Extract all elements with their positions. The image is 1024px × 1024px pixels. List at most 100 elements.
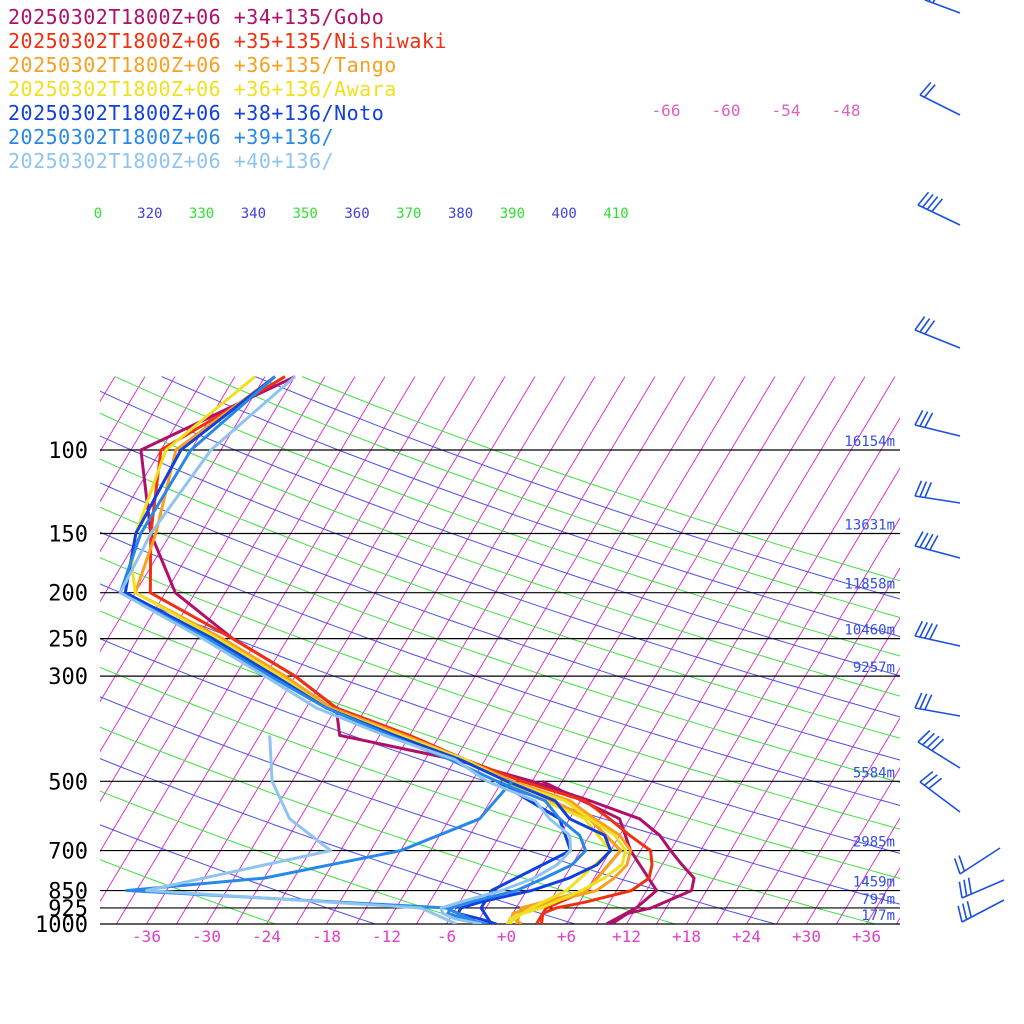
- isotherm-line: [746, 667, 900, 924]
- legend: 20250302T1800Z+06 +34+135/Gobo20250302T1…: [8, 5, 447, 173]
- pressure-tick-label: 300: [48, 665, 88, 690]
- wind-barb-flag: [931, 198, 943, 213]
- dry-adiabat-line: [100, 390, 900, 677]
- height-label: 9257m: [853, 660, 895, 676]
- wind-barb: [914, 707, 961, 717]
- height-label: 177m: [861, 908, 895, 924]
- dry-adiabat-line: [100, 610, 900, 879]
- dry-adiabat-line: [161, 376, 900, 638]
- wind-barb-flag: [931, 738, 945, 752]
- dry-adiabat-line: [100, 557, 900, 830]
- wind-barb: [961, 899, 1005, 923]
- wind-barb-flag: [963, 879, 968, 897]
- dry-adiabat-line: [100, 412, 900, 697]
- theta-label: 350: [293, 206, 318, 222]
- wind-barb-flag: [932, 0, 936, 4]
- isotherm-line: [836, 817, 900, 924]
- wind-barb-flag: [923, 774, 938, 786]
- theta-label: 340: [241, 206, 266, 222]
- pressure-tick-label: 500: [48, 770, 88, 795]
- theta-label: 0: [94, 206, 102, 222]
- wind-barb-flag: [924, 533, 934, 550]
- dry-adiabat-line: [100, 435, 900, 718]
- isotherm-line: [536, 376, 866, 924]
- temperature-line: [123, 375, 613, 924]
- isotherm-line: [100, 376, 356, 803]
- height-label: 797m: [861, 892, 895, 908]
- wind-barb: [919, 781, 961, 813]
- dewpoint-line: [145, 735, 458, 924]
- dry-adiabat-line: [100, 458, 900, 739]
- pressure-tick-label: 150: [48, 522, 88, 547]
- isotherm-line: [957, 377, 1024, 924]
- height-label: 16154m: [844, 434, 895, 450]
- height-label: 11858m: [844, 577, 895, 593]
- legend-entry: 20250302T1800Z+06 +39+136/: [8, 125, 334, 149]
- wind-barb: [914, 329, 961, 349]
- wind-barb-flag: [919, 481, 928, 498]
- temperature-tick-label: +6: [557, 927, 576, 946]
- sounding-profiles: [118, 375, 696, 924]
- wind-barb: [924, 0, 961, 14]
- wind-barb-flag: [924, 482, 933, 498]
- wind-barb-flag: [923, 84, 936, 98]
- pressure-tick-label: 100: [48, 439, 88, 464]
- isotherm-line: [326, 376, 656, 924]
- temperature-line: [133, 375, 633, 924]
- isotherm-line: [176, 376, 506, 924]
- wind-barb-flag: [914, 480, 923, 497]
- isotherm-line: [896, 917, 900, 924]
- wind-barb-flag: [929, 624, 938, 640]
- wind-barb-flag: [958, 881, 963, 899]
- wind-barb-flag: [929, 535, 939, 551]
- theta-label: 380: [448, 206, 473, 222]
- dewpoint-line: [479, 780, 573, 924]
- wind-barb: [917, 204, 961, 226]
- legend-entry: 20250302T1800Z+06 +34+135/Gobo: [8, 5, 384, 29]
- isotherm-line: [806, 767, 900, 924]
- wind-barb-flag: [928, 777, 943, 790]
- pressure-tick-label: 700: [48, 840, 88, 865]
- isotherm-line: [0, 377, 25, 924]
- pressure-tick-label: 250: [48, 628, 88, 653]
- height-label: 5584m: [853, 765, 895, 781]
- pressure-tick-label: 1000: [35, 913, 88, 938]
- isotherm-line: [100, 376, 296, 703]
- wind-barb-flag: [919, 532, 929, 548]
- isotherm-line: [266, 376, 596, 924]
- pressure-tick-label: 925: [48, 897, 88, 922]
- wind-barb-flag: [919, 770, 934, 783]
- isotherm-line: [987, 377, 1024, 924]
- dry-adiabat-line: [100, 482, 900, 761]
- temperature-tick-label: +30: [792, 927, 821, 946]
- legend-entry: 20250302T1800Z+06 +36+135/Tango: [8, 53, 397, 77]
- wind-barb: [914, 495, 961, 504]
- isotherm-line: [686, 567, 900, 924]
- theta-label: 320: [137, 206, 162, 222]
- isotherm-line: [100, 376, 326, 753]
- wind-barb-flag: [924, 694, 933, 711]
- wind-barb-flag: [957, 905, 963, 923]
- upper-temperature-label: -66: [652, 101, 681, 120]
- temperature-tick-label: -36: [132, 927, 161, 946]
- height-label: 13631m: [844, 517, 895, 533]
- wind-barb: [914, 635, 961, 647]
- theta-label: 370: [396, 206, 421, 222]
- isobar-lines: [100, 449, 900, 925]
- isotherm-line: [0, 377, 55, 924]
- legend-entry: 20250302T1800Z+06 +35+135/Nishiwaki: [8, 29, 447, 53]
- isotherm-line: [776, 717, 900, 924]
- dewpoint-line: [541, 779, 659, 924]
- temperature-line: [130, 375, 628, 924]
- temperature-tick-label: +24: [732, 927, 761, 946]
- wind-barb-flag: [914, 692, 923, 709]
- isotherm-line: [100, 376, 236, 603]
- isotherm-line: [356, 376, 686, 924]
- isotherm-line: [506, 376, 836, 924]
- isotherm-line: [656, 517, 900, 924]
- isotherm-line: [296, 376, 626, 924]
- isotherm-line: [566, 376, 896, 924]
- temperature-tick-label: +18: [672, 927, 701, 946]
- height-label: 10460m: [844, 623, 895, 639]
- theta-label: 360: [344, 206, 369, 222]
